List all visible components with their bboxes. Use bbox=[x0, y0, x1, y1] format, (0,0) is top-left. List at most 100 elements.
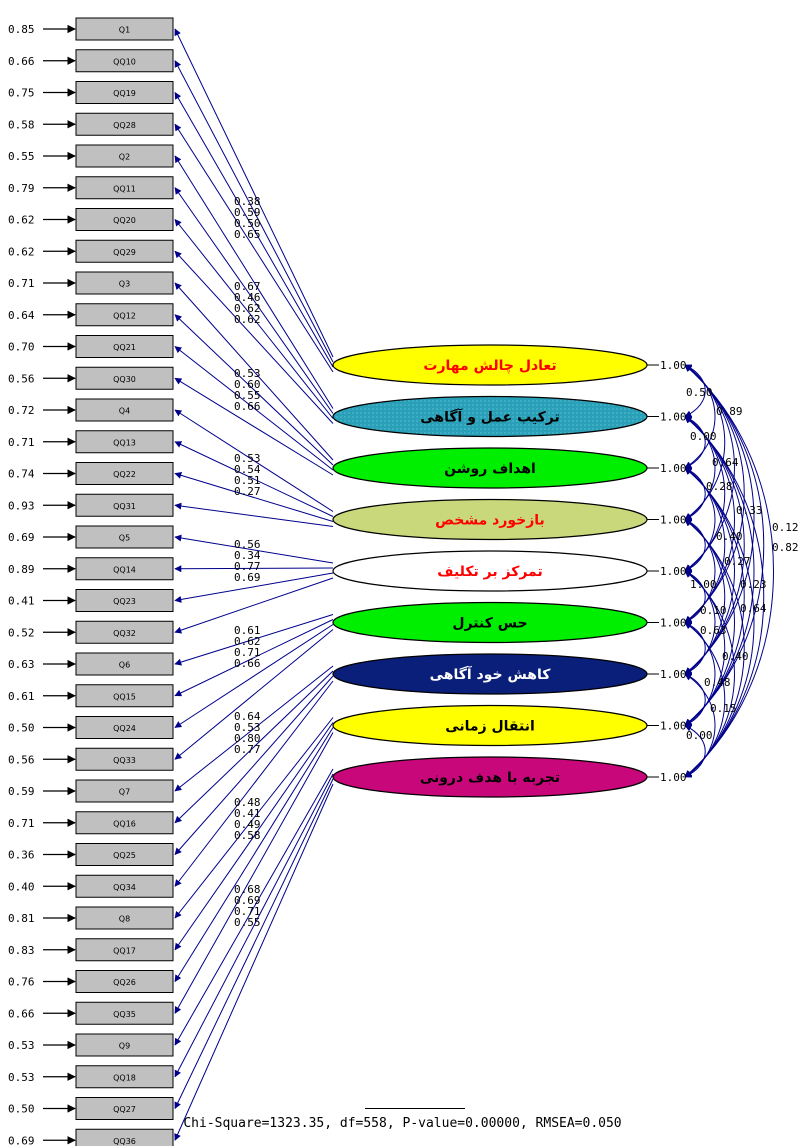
covariance-arcs bbox=[684, 364, 774, 778]
loading-value: 0.64 bbox=[234, 710, 261, 723]
indicator-QQ26: QQ26 0.76 bbox=[8, 970, 174, 993]
loading-path bbox=[174, 577, 334, 634]
indicator-label: QQ36 bbox=[113, 1137, 136, 1146]
latent-factors: تعادل چالش مهارت 1.00 ترکیب عمل و آگاهی 1.0… bbox=[332, 344, 687, 798]
loading-path bbox=[174, 282, 334, 461]
error-variance: 0.53 bbox=[8, 1039, 35, 1052]
indicator-QQ11: QQ11 0.79 bbox=[8, 176, 174, 200]
indicator-box bbox=[75, 1097, 174, 1120]
factor-4: بازخورد مشخص 1.00 bbox=[332, 498, 687, 541]
covariance-arc bbox=[684, 673, 716, 778]
indicator-box bbox=[75, 1001, 174, 1025]
loading-value: 0.51 bbox=[234, 474, 261, 487]
error-variance: 0.40 bbox=[8, 880, 35, 893]
indicator-label: Q6 bbox=[119, 661, 130, 670]
loading-path bbox=[174, 123, 334, 373]
loading-path bbox=[174, 441, 334, 517]
indicator-box bbox=[75, 652, 174, 676]
covariance-arc bbox=[684, 467, 735, 675]
covariance-value: 0.10 bbox=[700, 604, 727, 617]
error-variance: 0.41 bbox=[8, 595, 35, 608]
loading-path bbox=[174, 572, 334, 603]
indicator-box bbox=[75, 1065, 174, 1089]
indicator-Q6: Q6 0.63 bbox=[8, 652, 174, 676]
stats-divider bbox=[365, 1108, 465, 1109]
indicator-box bbox=[75, 335, 174, 358]
indicator-QQ22: QQ22 0.74 bbox=[8, 462, 174, 485]
error-variance: 0.56 bbox=[8, 372, 35, 385]
loading-path bbox=[174, 91, 334, 368]
loading-value: 0.41 bbox=[234, 807, 261, 820]
loading-paths bbox=[174, 28, 334, 1141]
covariance-value: 0.50 bbox=[686, 386, 713, 399]
loading-value: 0.53 bbox=[234, 721, 261, 734]
factor-2: ترکیب عمل و آگاهی 1.00 bbox=[332, 395, 687, 438]
indicator-box bbox=[75, 208, 174, 231]
factor-variance: 1.00 bbox=[660, 565, 687, 578]
indicator-QQ12: QQ12 0.64 bbox=[8, 303, 174, 327]
loading-value: 0.66 bbox=[234, 657, 261, 670]
factor-variance: 1.00 bbox=[660, 771, 687, 784]
loading-value: 0.67 bbox=[234, 280, 261, 293]
loading-value: 0.62 bbox=[234, 302, 261, 315]
error-variance: 0.81 bbox=[8, 912, 35, 925]
indicator-boxes: Q1 0.85 QQ10 0.66 QQ19 0.75 QQ28 0.58 Q2 0.55 QQ11… bbox=[8, 17, 174, 1146]
indicator-box bbox=[75, 176, 174, 200]
indicator-box bbox=[75, 970, 174, 993]
indicator-label: QQ13 bbox=[113, 438, 136, 447]
loading-value: 0.55 bbox=[234, 389, 261, 402]
factor-variance: 1.00 bbox=[660, 462, 687, 475]
indicator-box bbox=[75, 239, 174, 263]
factor-label: بازخورد مشخص bbox=[435, 513, 545, 529]
indicator-QQ28: QQ28 0.58 bbox=[8, 112, 174, 136]
loading-value: 0.50 bbox=[234, 217, 261, 230]
error-variance: 0.66 bbox=[8, 55, 35, 68]
covariance-value: 0.48 bbox=[704, 676, 731, 689]
loading-value: 0.48 bbox=[234, 796, 261, 809]
factor-variance: 1.00 bbox=[660, 359, 687, 372]
error-variance: 0.56 bbox=[8, 753, 35, 766]
indicator-label: Q7 bbox=[119, 788, 130, 797]
covariance-value: 0.12 bbox=[772, 521, 799, 534]
error-variance: 0.71 bbox=[8, 817, 35, 830]
loading-value: 0.71 bbox=[234, 646, 261, 659]
indicator-box bbox=[75, 493, 174, 517]
loading-path bbox=[174, 717, 334, 919]
covariance-value: 0.33 bbox=[736, 504, 763, 517]
loading-path bbox=[174, 502, 334, 527]
indicator-box bbox=[75, 366, 174, 390]
covariance-value: 0.64 bbox=[712, 456, 739, 469]
error-variance: 0.53 bbox=[8, 1071, 35, 1084]
covariance-arc bbox=[684, 725, 706, 778]
factor-1: تعادل چالش مهارت 1.00 bbox=[332, 344, 687, 386]
factor-label: اهداف روشن bbox=[444, 461, 536, 477]
loading-value: 0.68 bbox=[234, 883, 261, 896]
loading-path bbox=[174, 28, 334, 358]
indicator-QQ17: QQ17 0.83 bbox=[8, 938, 174, 962]
factor-5: تمرکز بر تکلیف 1.00 bbox=[332, 550, 687, 592]
indicator-label: Q9 bbox=[119, 1042, 130, 1051]
indicator-box bbox=[75, 620, 174, 644]
indicator-label: Q1 bbox=[119, 26, 130, 35]
covariance-arc bbox=[684, 622, 706, 675]
indicator-QQ34: QQ34 0.40 bbox=[8, 874, 174, 898]
factor-9: تجربه با هدف درونی 1.00 bbox=[332, 756, 687, 798]
indicator-QQ20: QQ20 0.62 bbox=[8, 208, 174, 231]
covariance-value: 0.23 bbox=[740, 578, 767, 591]
loading-value: 0.53 bbox=[234, 367, 261, 380]
covariance-value: 0.15 bbox=[710, 702, 737, 715]
covariance-value: 0.28 bbox=[706, 480, 733, 493]
indicator-label: QQ11 bbox=[113, 184, 136, 193]
loading-path bbox=[174, 565, 334, 573]
indicator-box bbox=[75, 525, 174, 549]
fit-statistics: Chi-Square=1323.35, df=558, P-value=0.00… bbox=[183, 1116, 622, 1131]
indicator-label: QQ14 bbox=[113, 565, 136, 574]
loading-path bbox=[174, 619, 334, 697]
loading-path bbox=[174, 409, 334, 512]
covariance-arc bbox=[684, 673, 706, 726]
indicator-QQ18: QQ18 0.53 bbox=[8, 1065, 174, 1089]
error-variance: 0.83 bbox=[8, 944, 35, 957]
loading-path bbox=[174, 60, 334, 363]
loading-path bbox=[174, 732, 334, 1014]
loading-path bbox=[174, 218, 334, 419]
